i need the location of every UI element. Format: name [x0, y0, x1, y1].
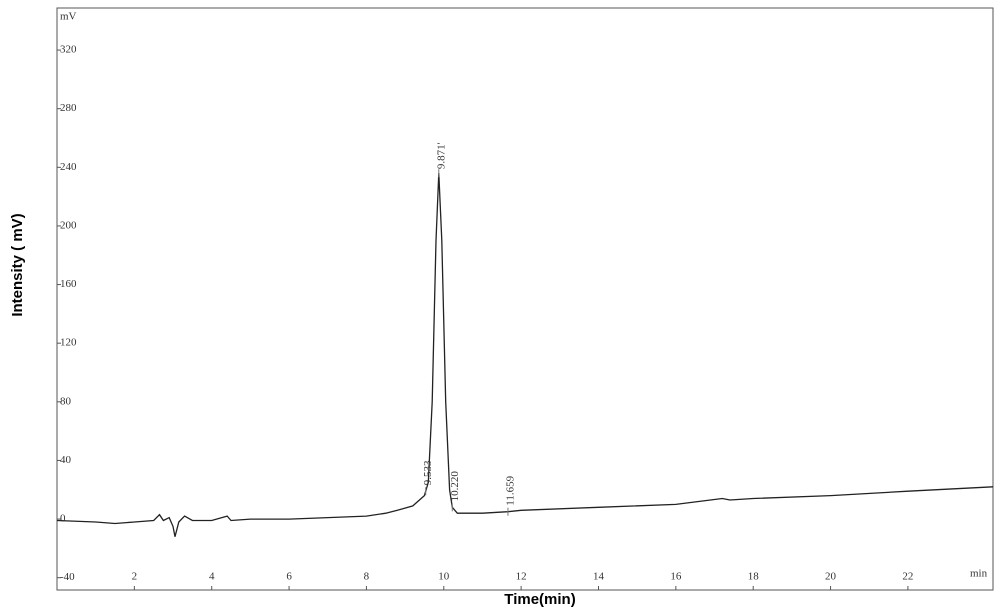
x-tick-label: 18 [748, 571, 760, 583]
x-tick-label: 16 [670, 571, 682, 583]
x-tick-label: 8 [364, 571, 370, 583]
y-tick-label: 320 [60, 44, 77, 56]
plot-frame [56, 7, 994, 591]
y-tick-label: 80 [60, 395, 72, 407]
y-tick-label: 200 [60, 219, 77, 231]
y-tick-label: 120 [60, 337, 77, 349]
y-tick-label: 0 [60, 513, 66, 525]
signal-line [56, 173, 994, 537]
x-tick-label: 22 [902, 571, 913, 583]
x-tick-label: 12 [516, 571, 527, 583]
x-tick-label: 14 [593, 571, 605, 583]
peak-label: 11.659 [504, 475, 516, 505]
x-tick-label: 4 [209, 571, 215, 583]
x-tick-label: 2 [132, 571, 138, 583]
x-tick-label: 6 [286, 571, 292, 583]
y-axis-title: Intensity ( mV) [9, 213, 26, 316]
peak-label: 9.533 [422, 460, 434, 485]
peak-label: 10.220 [449, 471, 461, 502]
x-tick-label: 10 [438, 571, 450, 583]
x-unit: min [970, 568, 988, 580]
x-axis-title: Time(min) [504, 591, 575, 608]
y-tick-label: 40 [60, 454, 72, 466]
y-tick-label: 160 [60, 278, 77, 290]
y-unit: mV [60, 11, 77, 23]
y-tick-label: 280 [60, 102, 77, 114]
y-tick-label: 240 [60, 161, 77, 173]
y-tick-label: -40 [60, 571, 75, 583]
x-tick-label: 20 [825, 571, 837, 583]
peak-label: 9.871' [435, 142, 447, 169]
